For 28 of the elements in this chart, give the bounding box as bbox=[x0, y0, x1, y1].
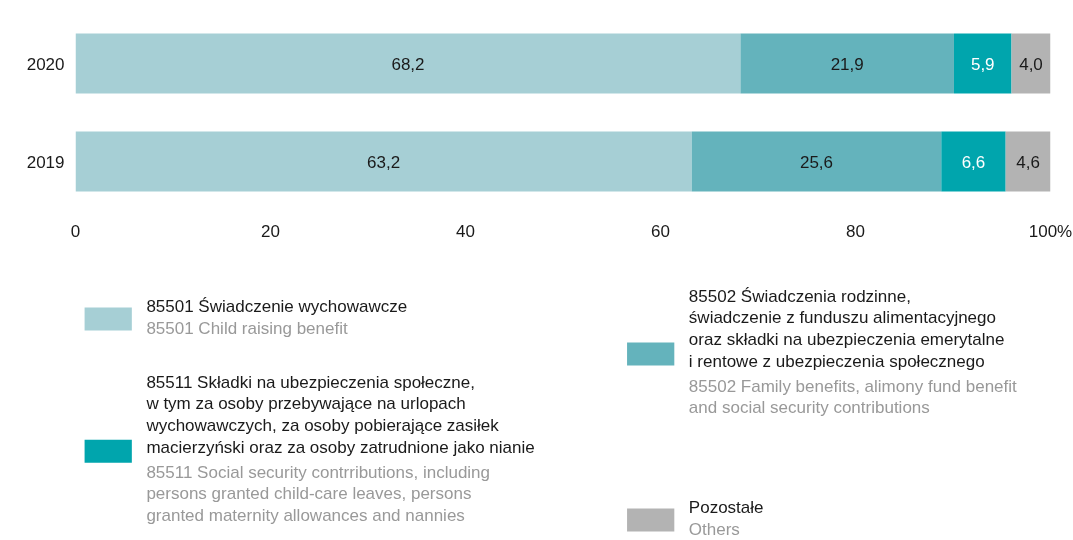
bar bbox=[1005, 131, 1051, 192]
data-label: 4,6 bbox=[1016, 152, 1040, 172]
data-label: 6,6 bbox=[961, 152, 986, 172]
bar bbox=[953, 33, 1012, 94]
data-label: 4,0 bbox=[1019, 54, 1043, 74]
data-label: 5,9 bbox=[970, 54, 995, 74]
data-label: 25,6 bbox=[799, 152, 834, 172]
bar bbox=[691, 131, 942, 192]
x-tick-label: 20 bbox=[261, 221, 280, 241]
data-label: 68,2 bbox=[391, 54, 425, 74]
legend-label: 85502 Świadczenia rodzinne, świadczenie z funduszu alimentacyjnego oraz składki na ubezpieczenia emerytalne i rentowe z ubezpieczenia społecznego 85502 Family benefits, alimony fund benefit and social security contributions bbox=[688, 286, 1018, 418]
legend-label: Pozostałe Others bbox=[688, 497, 764, 539]
y-tick-label: 2020 bbox=[26, 54, 65, 74]
bar bbox=[75, 33, 741, 94]
data-label: 21,9 bbox=[830, 54, 864, 74]
data-label: 63,2 bbox=[367, 152, 401, 172]
x-tick-label: 80 bbox=[846, 221, 865, 241]
bar bbox=[1011, 33, 1051, 94]
x-tick-label: 60 bbox=[651, 221, 670, 241]
legend-label: 85501 Świadczenie wychowawcze 85501 Child raising benefit bbox=[146, 296, 408, 338]
legend-label: 85511 Składki na ubezpieczenia społeczne, w tym za osoby przebywające na urlopach wychowawczych, za osoby pobierające zasiłek macierzyński oraz za osoby zatrudnione jako nianie 85511 Social security contrributions, including persons granted child-care leaves, persons granted maternity allowances and nannies bbox=[145, 372, 535, 526]
bar bbox=[75, 131, 692, 192]
x-tick-label: 100% bbox=[1028, 221, 1073, 241]
bar bbox=[941, 131, 1006, 192]
x-tick-label: 40 bbox=[456, 221, 475, 241]
x-tick-label: 0 bbox=[70, 221, 81, 241]
y-tick-label: 2019 bbox=[26, 152, 65, 172]
bar bbox=[740, 33, 954, 94]
